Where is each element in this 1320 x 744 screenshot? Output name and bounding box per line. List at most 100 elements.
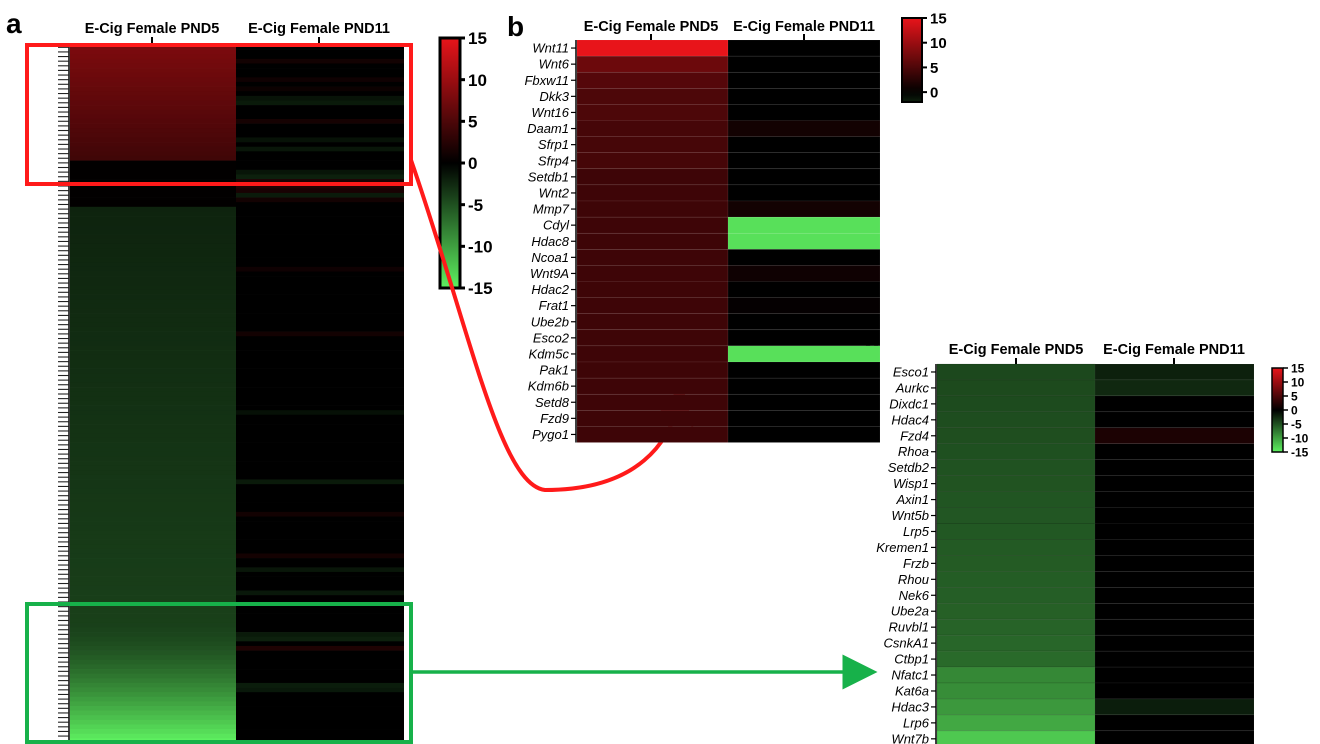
heatmap-cell (1094, 587, 1255, 604)
heatmap-cell (936, 395, 1096, 413)
heatmap-cell (236, 650, 404, 656)
row-label: Daam1 (527, 121, 569, 136)
row-label: Ube2a (891, 604, 929, 619)
heatmap-cell (727, 216, 881, 234)
heatmap-cell (236, 271, 404, 277)
heatmap-c-cells (936, 363, 1255, 744)
heatmap-cell (70, 474, 236, 480)
heatmap-cell (236, 669, 404, 675)
heatmap-cell (236, 354, 404, 360)
heatmap-cell (70, 641, 236, 647)
heatmap-cell (70, 294, 236, 300)
heatmap-cell (70, 151, 236, 157)
heatmap-cell (727, 281, 881, 298)
heatmap-cell (936, 427, 1096, 445)
row-label: Nfatc1 (891, 668, 929, 683)
heatmap-cell (236, 336, 404, 342)
heatmap-cell (576, 232, 729, 250)
row-label: Axin1 (895, 492, 929, 507)
heatmap-cell (70, 521, 236, 527)
colorbar-tick-label: 15 (1291, 361, 1305, 375)
heatmap-cell (236, 608, 404, 614)
heatmap-a-column-headers: E-Cig Female PND5 E-Cig Female PND11 (85, 21, 390, 43)
heatmap-cell (936, 682, 1096, 700)
heatmap-cell (576, 329, 729, 347)
colorbar-tick-label: 15 (930, 10, 947, 27)
heatmap-cell (236, 655, 404, 661)
heatmap-cell (576, 297, 729, 314)
heatmap-cell (70, 710, 236, 716)
heatmap-cell (576, 249, 729, 266)
heatmap-cell (70, 433, 236, 439)
heatmap-cell (70, 581, 236, 587)
heatmap-cell (70, 525, 236, 531)
heatmap-cell (936, 539, 1096, 556)
heatmap-cell (1094, 427, 1255, 444)
row-label: Ube2b (531, 314, 569, 329)
heatmap-cell (727, 120, 881, 137)
heatmap-cell (236, 447, 404, 453)
row-label: Setdb1 (528, 169, 569, 184)
heatmap-cell (236, 183, 404, 189)
row-label: Hdac3 (891, 699, 929, 714)
heatmap-cell (70, 451, 236, 457)
row-label: Wnt11 (532, 41, 569, 56)
heatmap-cell (236, 433, 404, 439)
heatmap-cell (727, 184, 881, 202)
heatmap-cell (70, 724, 236, 730)
heatmap-cell (1094, 475, 1255, 492)
column-header-pnd11: E-Cig Female PND11 (733, 19, 875, 35)
heatmap-cell (236, 317, 404, 323)
row-label: Lrp6 (903, 715, 930, 730)
heatmap-cell (576, 104, 729, 121)
highlight-box-red (25, 43, 413, 186)
heatmap-b-row-axis: Wnt11Wnt6Fbxw11Dkk3Wnt16Daam1Sfrp1Sfrp4S… (524, 40, 577, 443)
heatmap-cell (727, 249, 881, 266)
heatmap-cell (236, 234, 404, 240)
heatmap-cell (936, 475, 1096, 492)
heatmap-cell (236, 396, 404, 402)
heatmap-cell (727, 329, 881, 347)
colorbar (1271, 367, 1284, 453)
heatmap-cell (236, 137, 404, 143)
heatmap-cell (936, 523, 1096, 540)
heatmap-cell (236, 498, 404, 503)
heatmap-cell (936, 443, 1096, 460)
heatmap-cell (70, 669, 236, 675)
heatmap-cell (936, 602, 1096, 620)
heatmap-cell (70, 58, 236, 64)
heatmap-cell (236, 553, 404, 559)
heatmap-cell (236, 387, 404, 393)
heatmap-cell (236, 571, 404, 577)
heatmap-cell (70, 571, 236, 577)
heatmap-cell (236, 710, 404, 716)
heatmap-cell (70, 613, 236, 619)
heatmap-cell (236, 303, 404, 309)
heatmap-cell (236, 410, 404, 416)
heatmap-cell (236, 437, 404, 443)
heatmap-cell (236, 641, 404, 647)
heatmap-cell (70, 86, 236, 92)
heatmap-cell (236, 516, 404, 522)
row-label: Dkk3 (539, 89, 569, 104)
heatmap-cell (236, 525, 404, 531)
heatmap-cell (236, 461, 404, 466)
heatmap-cell (70, 137, 236, 143)
heatmap-cell (70, 585, 236, 591)
heatmap-cell (236, 400, 404, 406)
heatmap-cell (70, 179, 236, 185)
heatmap-cell (70, 262, 236, 268)
row-label: Kdm5c (529, 346, 570, 361)
heatmap-cell (70, 257, 236, 263)
heatmap-cell (576, 88, 729, 105)
heatmap-cell (70, 715, 236, 721)
heatmap-cell (70, 45, 236, 50)
colorbar (901, 17, 923, 103)
heatmap-cell (727, 39, 881, 57)
heatmap-cell (236, 105, 404, 111)
heatmap-cell (236, 419, 404, 425)
heatmap-cell (70, 336, 236, 342)
heatmap-cell (70, 678, 236, 684)
